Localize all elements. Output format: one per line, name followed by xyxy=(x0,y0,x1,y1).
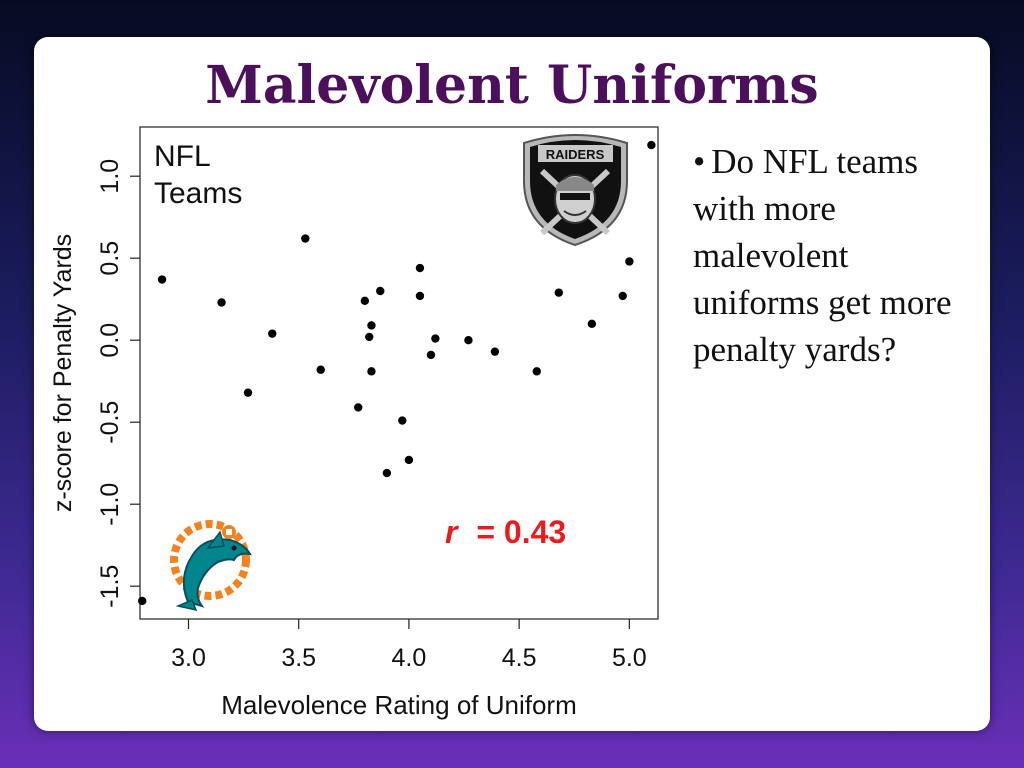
x-axis: 3.0 3.5 4.0 4.5 5.0 xyxy=(171,619,647,672)
r-value: = 0.43 xyxy=(467,514,566,550)
data-point xyxy=(398,416,407,425)
x-tick-label: 3.5 xyxy=(281,644,316,672)
data-point xyxy=(415,263,425,273)
data-point xyxy=(243,388,253,397)
y-axis-label: z-score for Penalty Yards xyxy=(49,234,77,512)
data-point xyxy=(354,403,363,412)
nfl-teams-annotation-box: NFL Teams xyxy=(154,140,243,210)
y-tick-label: 0.5 xyxy=(96,241,124,276)
x-tick-label: 3.0 xyxy=(171,644,206,672)
bullet-text: Do NFL teams with more malevolent unifor… xyxy=(693,142,952,369)
y-tick-label: 0.0 xyxy=(96,323,124,358)
data-point xyxy=(367,367,376,376)
y-axis: -1.5 -1.0 -0.5 0.0 0.5 1.0 xyxy=(96,159,140,608)
data-point xyxy=(365,332,374,342)
x-tick-label: 4.5 xyxy=(502,644,537,672)
data-point xyxy=(157,275,167,284)
dolphins-logo xyxy=(170,520,252,612)
data-point xyxy=(464,336,473,345)
data-point xyxy=(647,140,656,150)
r-symbol: r xyxy=(445,514,459,550)
y-tick-label: -1.0 xyxy=(96,483,124,526)
data-point xyxy=(415,291,425,301)
y-tick-label: -1.5 xyxy=(96,565,124,608)
raiders-shield-logo: RAIDERS xyxy=(523,134,628,247)
slide-card xyxy=(34,37,990,731)
y-tick-label: 1.0 xyxy=(96,159,124,194)
x-tick-label: 4.0 xyxy=(392,644,427,672)
data-point xyxy=(554,288,564,297)
data-point xyxy=(587,319,597,328)
data-point xyxy=(426,350,436,360)
slide-title: Malevolent Uniforms xyxy=(205,55,819,116)
data-point xyxy=(268,329,277,338)
data-point xyxy=(316,365,325,374)
x-axis-label: Malevolence Rating of Uniform xyxy=(221,690,577,720)
data-point xyxy=(431,334,440,343)
nfl-teams-annotation: NFL Teams xyxy=(154,140,243,210)
correlation-label: r = 0.43 xyxy=(445,514,566,550)
data-point xyxy=(138,596,147,606)
data-point xyxy=(301,234,310,243)
data-point xyxy=(532,367,541,376)
data-point xyxy=(376,286,385,296)
raiders-wordmark: RAIDERS xyxy=(546,147,605,162)
bullet-question: • Do NFL teams with more malevolent unifo… xyxy=(693,138,983,373)
data-point xyxy=(360,296,370,306)
data-point xyxy=(618,291,627,301)
data-point xyxy=(625,257,634,266)
data-point xyxy=(404,455,414,465)
plot-frame xyxy=(139,126,659,620)
data-point xyxy=(367,321,376,330)
bullet-dot: • xyxy=(693,142,706,181)
y-tick-label: -0.5 xyxy=(96,401,124,444)
x-tick-label: 5.0 xyxy=(612,644,647,672)
scatter-points xyxy=(138,140,656,606)
data-point xyxy=(490,347,500,356)
data-point xyxy=(217,298,226,307)
data-point xyxy=(382,468,392,478)
